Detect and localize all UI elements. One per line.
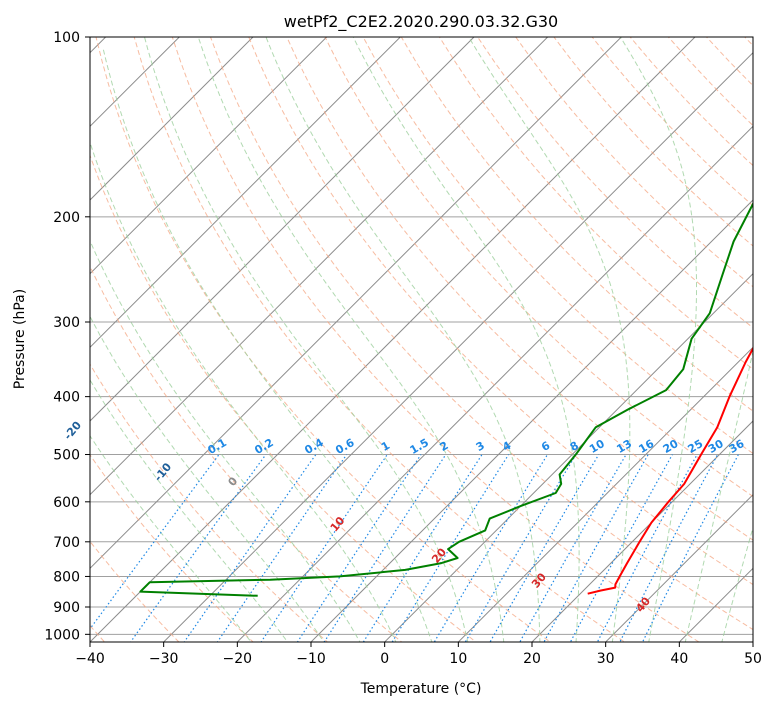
moist-adiabat [619,37,697,642]
x-tick-label: 30 [597,651,615,667]
chart-title: wetPf2_C2E2.2020.290.03.32.G30 [284,12,558,32]
isotherm--10 [310,199,753,642]
isotherm--50 [90,37,623,570]
mixing-ratio-line [543,454,649,642]
dry-adiabat [90,453,254,642]
temperature-profile-line [587,346,753,595]
isotherm--90 [90,37,328,275]
dry-adiabat [90,265,403,642]
dry-adiabat [757,10,775,659]
isotherm--100 [90,37,254,201]
moist-adiabat [90,315,325,642]
y-tick-label: 300 [53,315,80,331]
moist-adiabat [684,348,753,642]
dry-adiabat [438,37,753,370]
mixing-ratio-line [260,454,388,642]
isotherm--30 [162,51,753,642]
mixing-ratio-line [183,454,317,642]
mixing-ratio-line [323,454,447,642]
mixing-ratio-line [569,454,673,642]
isotherm--80 [90,37,402,349]
dry-adiabat [248,37,753,586]
isotherm--40 [90,37,696,642]
y-axis-title: Pressure (hPa) [12,289,28,389]
isotherm-0 [383,272,753,642]
y-tick-label: 500 [53,448,80,464]
plot-background [90,37,753,642]
moist-adiabat [90,379,289,642]
dry-adiabat [133,37,626,642]
x-tick-label: 50 [744,651,762,667]
y-tick-label: 400 [53,390,80,406]
y-tick-label: 900 [53,600,80,616]
mixing-ratio-line [391,454,510,642]
plot-frame [89,36,754,643]
dry-adiabat [362,37,753,455]
moist-adiabat [468,37,631,642]
mixing-ratio-line [433,454,549,642]
isotherm--70 [90,37,475,422]
dry-adiabat [90,540,180,642]
isotherm-30 [604,493,753,642]
isotherm--110 [90,37,181,128]
moist-adiabat [90,434,252,642]
y-tick-label: 800 [53,569,80,585]
dry-adiabat [477,37,753,329]
mixing-ratio-line [216,454,348,642]
dry-adiabat [171,37,700,642]
dry-adiabat [286,37,753,541]
x-tick-label: 10 [449,651,467,667]
mixing-ratio-line [296,454,422,642]
dry-adiabat-label: -20 [61,419,84,443]
moist-adiabat [352,37,580,642]
mixing-ratio-line [489,454,600,642]
y-tick-label: 1000 [44,627,80,643]
isotherm-10 [457,346,753,642]
y-tick-label: 700 [53,535,80,551]
y-tick-label: 200 [53,210,80,226]
dewpoint-profile-line [139,202,753,597]
mixing-ratio-line [519,454,627,642]
x-tick-label: −40 [75,651,105,667]
dry-adiabat [90,363,329,642]
y-tick-label: 600 [53,495,80,511]
isotherm--60 [90,37,549,496]
y-tick-label: 100 [53,30,80,46]
x-tick-label: 20 [523,651,541,667]
dry-adiabat [209,37,753,631]
x-tick-label: −20 [223,651,253,667]
y-axis: 100 200 300 400 500 600 700 800 900 1000 [44,30,90,643]
mixing-ratio-line [362,454,483,642]
x-tick-label: 0 [380,651,389,667]
profiles [139,202,753,597]
moist-adiabat [102,49,433,642]
moist-adiabat [144,37,469,642]
moist-adiabat [90,239,361,642]
x-tick-label: −30 [149,651,179,667]
background-lines [0,10,775,659]
mixing-ratio-line [596,454,698,642]
dry-adiabat [515,37,753,288]
isotherm--20 [236,125,753,642]
dry-adiabat-label: -30 [0,376,2,400]
moist-adiabat [197,37,505,642]
x-axis-title: Temperature (°C) [360,681,482,697]
x-tick-label: 40 [670,651,688,667]
x-tick-label: −10 [296,651,326,667]
dry-adiabat [95,37,552,642]
mixing-ratio-line [641,454,739,642]
moist-adiabat [265,37,541,642]
isotherm-20 [531,420,753,642]
isotherm--130 [0,10,59,659]
moist-adiabat [721,525,753,642]
mixing-ratio-line [619,454,719,642]
x-axis: −40 −30 −20 −10 0 10 20 30 40 50 [75,642,762,667]
mixing-ratio-line [464,454,577,642]
